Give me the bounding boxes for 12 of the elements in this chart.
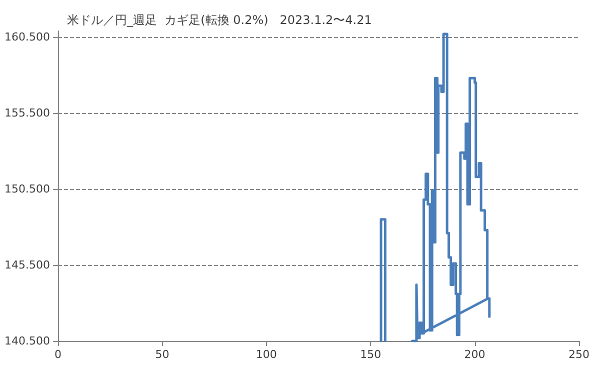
y-tick-label: 140.500	[4, 334, 50, 348]
y-tick-label: 145.500	[4, 258, 50, 272]
x-tick-label: 50	[155, 348, 170, 361]
chart-title: 米ドル／円_週足 カギ足(転換 0.2%) 2023.1.2〜4.21	[67, 13, 372, 27]
y-tick-label: 155.500	[4, 106, 50, 120]
y-tick-label: 160.500	[4, 30, 50, 44]
x-tick-label: 0	[54, 348, 62, 361]
x-tick-label: 100	[256, 348, 277, 361]
y-tick-label: 150.500	[4, 182, 50, 196]
x-tick-label: 250	[568, 348, 590, 361]
x-tick-label: 200	[464, 348, 486, 361]
x-tick-label: 150	[360, 348, 382, 361]
